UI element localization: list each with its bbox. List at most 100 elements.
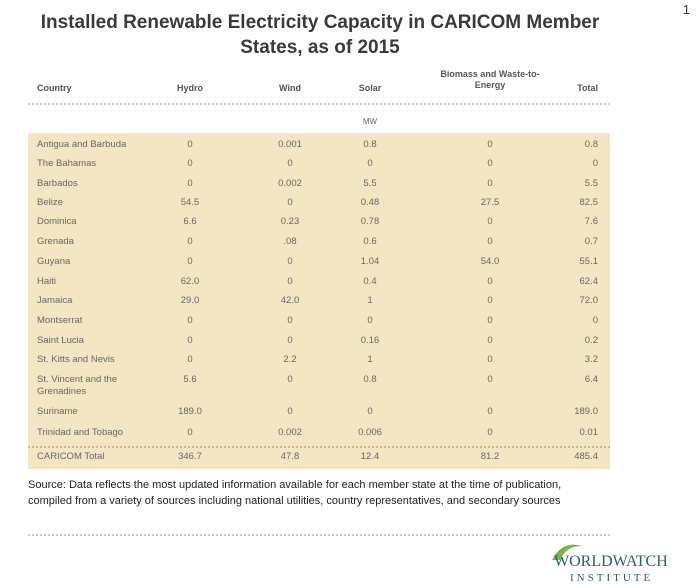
cell-value: 0.8 <box>584 139 598 150</box>
cell-value: 0 <box>487 295 493 306</box>
cell-value: 0.23 <box>280 216 300 227</box>
cell-value: 6.4 <box>584 374 598 385</box>
cell-value: 0.7 <box>584 236 598 247</box>
cell-value: 1.04 <box>360 256 380 267</box>
country-name: St. Kitts and Nevis <box>37 354 115 365</box>
country-name: St. Vincent and the Grenadines <box>37 374 118 397</box>
cell-value: 0 <box>367 315 373 326</box>
cell-value: 7.6 <box>584 216 598 227</box>
cell-value: 0 <box>487 276 493 287</box>
cell-value: 0 <box>592 315 598 326</box>
cell-value: 0 <box>287 256 293 267</box>
cell-value: 0 <box>487 374 493 385</box>
cell-value: 29.0 <box>180 295 200 306</box>
country-name: Barbados <box>37 178 78 189</box>
total-value: 346.7 <box>178 451 202 462</box>
country-name: Guyana <box>37 256 71 267</box>
cell-value: 0 <box>187 335 193 346</box>
cell-value: 0 <box>287 406 293 417</box>
total-label: CARICOM Total <box>37 451 105 462</box>
country-name: Jamaica <box>37 295 73 306</box>
cell-value: 0 <box>487 216 493 227</box>
country-name: Saint Lucia <box>37 335 85 346</box>
cell-value: 0.01 <box>579 427 599 438</box>
country-name: The Bahamas <box>37 158 97 169</box>
logo-subtitle: INSTITUTE <box>570 572 653 584</box>
cell-value: 3.2 <box>584 354 598 365</box>
cell-value: 0.001 <box>278 139 302 150</box>
country-name: Trinidad and Tobago <box>37 427 124 438</box>
column-header: Country <box>37 83 72 93</box>
footer-rule <box>28 534 610 536</box>
cell-value: 5.5 <box>363 178 377 189</box>
cell-value: 0 <box>287 276 293 287</box>
cell-value: 0 <box>187 427 193 438</box>
total-value: 485.4 <box>574 451 598 462</box>
cell-value: 2.2 <box>283 354 297 365</box>
cell-value: 0.002 <box>278 178 302 189</box>
cell-value: 0 <box>487 158 493 169</box>
cell-value: 0 <box>287 374 293 385</box>
logo-swoosh <box>552 544 582 560</box>
cell-value: 0.48 <box>360 197 380 208</box>
cell-value: 5.5 <box>584 178 598 189</box>
cell-value: 189.0 <box>178 406 202 417</box>
cell-value: 0 <box>187 256 193 267</box>
source-note: Source: Data reflects the most updated i… <box>28 479 562 507</box>
cell-value: 0 <box>287 335 293 346</box>
cell-value: 0.6 <box>363 236 377 247</box>
cell-value: 189.0 <box>574 406 598 417</box>
country-name: Suriname <box>37 406 78 417</box>
cell-value: 42.0 <box>280 295 300 306</box>
total-value: 12.4 <box>360 451 380 462</box>
cell-value: 0 <box>592 158 598 169</box>
cell-value: 0 <box>487 315 493 326</box>
column-header: Biomass and Waste-to-Energy <box>440 69 540 90</box>
table-background <box>28 133 610 469</box>
cell-value: .08 <box>283 236 297 247</box>
cell-value: 0.2 <box>584 335 598 346</box>
total-value: 47.8 <box>280 451 300 462</box>
country-name: Haiti <box>37 276 57 287</box>
cell-value: 0.002 <box>278 427 302 438</box>
cell-value: 0 <box>187 139 193 150</box>
cell-value: 0 <box>487 354 493 365</box>
country-name: Grenada <box>37 236 74 247</box>
cell-value: 0 <box>287 315 293 326</box>
cell-value: 27.5 <box>480 197 500 208</box>
column-header: Hydro <box>176 83 203 93</box>
cell-value: 0 <box>487 335 493 346</box>
cell-value: 54.5 <box>180 197 200 208</box>
total-value: 81.2 <box>480 451 500 462</box>
column-header: Wind <box>279 83 301 93</box>
cell-value: 0.8 <box>363 374 377 385</box>
country-name: Montserrat <box>37 315 83 326</box>
header-rule <box>28 103 610 105</box>
cell-value: 0 <box>487 139 493 150</box>
country-name: Antigua and Barbuda <box>37 139 127 150</box>
unit: MW <box>362 117 378 126</box>
cell-value: 0 <box>487 427 493 438</box>
title: Installed Renewable Electricity Capacity… <box>40 12 600 58</box>
country-name: Dominica <box>37 216 77 227</box>
cell-value: 72.0 <box>579 295 599 306</box>
cell-value: 0 <box>367 406 373 417</box>
cell-value: 6.6 <box>183 216 197 227</box>
cell-value: 82.5 <box>579 197 599 208</box>
cell-value: 62.4 <box>579 276 599 287</box>
cell-value: 0.8 <box>363 139 377 150</box>
cell-value: 0.006 <box>358 427 382 438</box>
cell-value: 5.6 <box>183 374 197 385</box>
cell-value: 0 <box>187 354 193 365</box>
cell-value: 0.78 <box>360 216 380 227</box>
page-number: 1 <box>682 2 690 17</box>
total-rule <box>28 446 610 448</box>
cell-value: 0 <box>367 158 373 169</box>
column-header: Solar <box>358 83 382 93</box>
country-name: Belize <box>37 197 63 208</box>
cell-value: 0 <box>287 158 293 169</box>
cell-value: 0.4 <box>363 276 377 287</box>
cell-value: 54.0 <box>480 256 500 267</box>
cell-value: 0 <box>287 197 293 208</box>
cell-value: 0 <box>487 406 493 417</box>
